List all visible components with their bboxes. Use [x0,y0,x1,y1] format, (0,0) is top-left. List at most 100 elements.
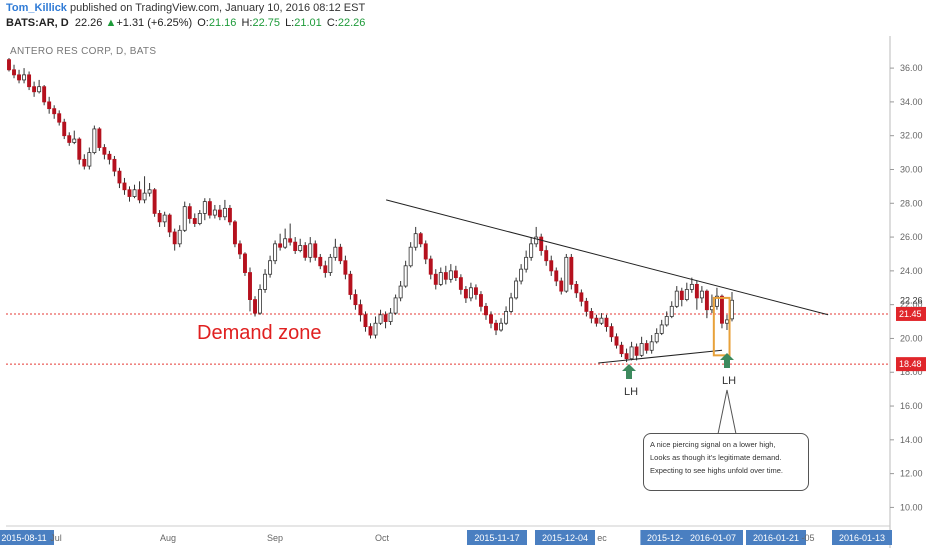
candle-down [253,299,257,314]
candle-down [137,189,142,201]
candles [7,57,734,363]
x-date-badge-bg [535,530,595,545]
candle-down [559,280,564,292]
candle-down [157,213,162,223]
candle-up [222,207,227,218]
candle-down [494,322,498,331]
candle-down [720,295,724,324]
candle-down [343,260,348,275]
candle-up [373,322,378,336]
candle-down [594,317,599,324]
annotation-marks [622,296,737,435]
candle-down [544,250,549,262]
callout-line: Expecting to see highs unfold over time. [650,466,783,475]
level-badge-label: 18.48 [899,359,922,369]
candle-down [77,138,82,160]
candle-up [283,238,288,248]
candle-down [47,101,52,110]
candle-up [72,138,77,143]
candle-down [227,207,232,223]
x-date-badge: 2016-01-21 [746,530,806,545]
candle-down [27,74,32,88]
candle-down [679,290,684,300]
x-date-badge-bg [832,530,892,545]
close-label: C: [326,17,338,29]
candle-down [207,201,212,216]
candle-down [338,246,343,262]
candle-up [263,273,268,290]
x-date-badge-bg [683,530,743,545]
candle-up [162,214,167,223]
candle-down [443,272,448,280]
candle-down [479,294,483,307]
candle-up [408,246,413,267]
callout-line: A nice piercing signal on a lower high, [650,440,776,449]
candle-up [664,316,669,326]
x-date-badge-bg [0,530,54,545]
candle-down [127,189,132,197]
candle-down [303,245,308,258]
candle-down [152,189,157,214]
y-tick-label: 16.00 [900,401,923,411]
x-tick-label: -05 [801,533,814,543]
candle-down [62,121,67,137]
author-link[interactable]: Tom_Killick [6,2,67,14]
x-tick-label: Jul [50,533,62,543]
candle-down [423,243,428,260]
candle-up [378,314,383,324]
candle-down [17,74,21,81]
price-change: +1.31 (+6.25%) [116,17,193,29]
callout-line: Looks as though it's legitimate demand. [650,453,782,462]
candle-down [293,241,298,251]
callout-note: A nice piercing signal on a lower high, … [643,433,809,491]
candle-up [448,270,453,280]
y-tick-label: 14.00 [900,435,923,445]
y-tick-label: 20.00 [900,333,923,343]
candle-down [67,135,72,143]
candle-down [102,147,107,155]
lh-label-right: LH [722,375,737,387]
candle-down [463,289,468,299]
candle-down [554,270,559,282]
candle-up [468,287,473,299]
candle-down [82,158,87,167]
callout-pointer [717,389,737,435]
candle-up [268,260,273,275]
candle-down [172,231,177,245]
candle-up [514,280,519,299]
candle-up [212,209,217,216]
candle-down [353,294,358,306]
candle-down [278,243,283,248]
highlight-box [712,296,731,357]
candle-down [217,209,222,218]
trendlines [385,199,829,364]
candle-down [634,346,639,356]
last-price-label: 22.26 [900,295,923,305]
candle-up [333,246,338,258]
y-tick-label: 22.00 [900,300,923,310]
candle-up [142,192,147,201]
candle-up [87,152,92,167]
candle-up [534,236,539,245]
candle-down [167,214,172,233]
candle-up [388,312,393,322]
candle-up [22,74,27,81]
x-date-badge: 2016-01-13 [832,530,892,545]
candle-down [589,311,594,319]
candle-up [684,289,689,300]
x-tick-label: Oct [375,533,390,543]
y-tick-label: 12.00 [900,469,923,479]
candle-down [358,304,363,316]
x-tick-label: Aug [160,533,176,543]
candle-down [32,86,37,93]
y-tick-label: 28.00 [900,198,923,208]
candle-down [318,256,323,267]
candle-down [238,243,242,255]
level-badge-label: 21.45 [899,309,922,319]
candle-down [694,283,699,299]
chart-title: ANTERO RES CORP, D, BATS [10,46,157,57]
candle-down [433,273,438,285]
candle-down [117,170,122,184]
candle-up [649,341,654,351]
